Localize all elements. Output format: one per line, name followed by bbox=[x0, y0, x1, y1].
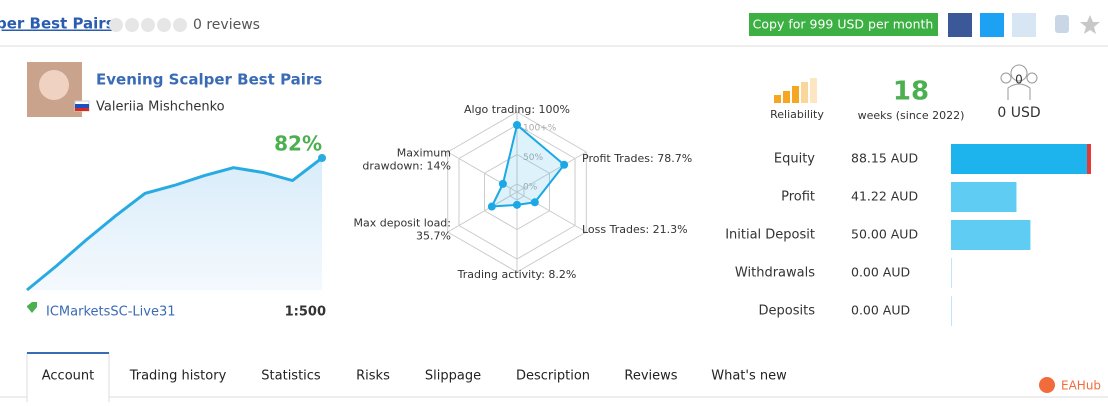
balance-bar-edge bbox=[1087, 144, 1091, 174]
balance-label: Withdrawals bbox=[735, 266, 815, 281]
tab[interactable]: Description bbox=[516, 369, 590, 384]
subscribers-icon bbox=[1000, 64, 1038, 100]
balance-label: Initial Deposit bbox=[725, 228, 815, 243]
subscribers-funds: 0 USD bbox=[997, 105, 1040, 121]
radar-tick-label: 50% bbox=[523, 153, 543, 163]
radar-area bbox=[490, 123, 566, 208]
balance-bar bbox=[951, 144, 1091, 174]
leverage: 1:500 bbox=[285, 305, 326, 320]
balance-value: 50.00 AUD bbox=[851, 227, 918, 242]
tabs: Account Trading history Statistics Risks Sli… bbox=[42, 369, 787, 384]
subscribers: 0 bbox=[1015, 73, 1023, 87]
radar-point bbox=[513, 121, 521, 129]
growth-chart bbox=[26, 154, 326, 292]
flag-band bbox=[75, 108, 89, 111]
weeks: 18 bbox=[893, 77, 929, 107]
balance-value: 0.00 AUD bbox=[851, 303, 910, 318]
watermark-logo bbox=[1039, 377, 1055, 393]
radar-point bbox=[498, 179, 507, 188]
radar-spoke bbox=[516, 151, 587, 193]
radar-point bbox=[530, 198, 539, 207]
tab[interactable]: Risks bbox=[356, 369, 390, 384]
radar-point bbox=[513, 200, 521, 209]
education[interactable] bbox=[1012, 13, 1036, 37]
radar-label: 35.7% bbox=[416, 230, 451, 243]
tab[interactable]: Slippage bbox=[425, 369, 481, 384]
radar-point bbox=[560, 160, 569, 169]
reliability-icon bbox=[774, 78, 817, 103]
balance-value: 41.22 AUD bbox=[851, 189, 918, 204]
balance-bar bbox=[951, 258, 952, 288]
balance-label: Equity bbox=[774, 152, 815, 167]
balance-bar bbox=[951, 296, 952, 326]
balance-bar bbox=[951, 182, 1017, 212]
weeks-label: weeks (since 2022) bbox=[858, 109, 965, 122]
balance-bar bbox=[951, 220, 1031, 250]
radar-label: Profit Trades: 78.7% bbox=[582, 152, 692, 165]
tab[interactable]: Reviews bbox=[624, 369, 677, 384]
growth-area bbox=[27, 158, 322, 290]
rating-stars bbox=[109, 18, 187, 32]
radar-spoke bbox=[516, 191, 587, 233]
tab[interactable]: Trading history bbox=[129, 369, 227, 384]
radar-tick-label: 0% bbox=[523, 183, 538, 193]
balance-value: 0.00 AUD bbox=[851, 265, 910, 280]
radar-tick-label: 100+% bbox=[523, 124, 557, 134]
radar-label: Algo trading: 100% bbox=[464, 103, 570, 116]
verified-icon bbox=[27, 302, 37, 313]
shield[interactable] bbox=[1055, 15, 1069, 33]
facebook[interactable] bbox=[948, 13, 972, 37]
tab[interactable]: Account bbox=[42, 369, 95, 384]
growth-end bbox=[318, 154, 326, 162]
radar-label: Maximum bbox=[397, 147, 451, 160]
title[interactable]: per Best Pairs bbox=[0, 15, 115, 33]
radar-chart: 100+% 50% 0% Algo trading: 100% Profit Trade… bbox=[353, 103, 692, 281]
favorite[interactable] bbox=[1080, 15, 1100, 34]
signal-name[interactable]: Evening Scalper Best Pairs bbox=[96, 71, 322, 89]
growth: 82% bbox=[274, 132, 322, 156]
watermark: EAHub bbox=[1061, 379, 1101, 393]
copy-button[interactable] bbox=[749, 13, 938, 36]
balance-label: Deposits bbox=[759, 304, 816, 319]
radar-spoke bbox=[447, 191, 518, 233]
balance-value: 88.15 AUD bbox=[851, 151, 918, 166]
flag-band bbox=[75, 104, 89, 108]
broker[interactable]: ICMarketsSC-Live31 bbox=[46, 305, 175, 320]
twitter[interactable] bbox=[980, 13, 1004, 37]
tab[interactable]: Statistics bbox=[261, 369, 321, 384]
radar-label: Max deposit load: bbox=[353, 217, 451, 230]
author[interactable]: Valeriia Mishchenko bbox=[96, 100, 225, 115]
reliability-label: Reliability bbox=[770, 108, 824, 121]
growth-line bbox=[26, 156, 323, 292]
tab[interactable]: What's new bbox=[711, 369, 787, 384]
radar-label: Trading activity: 8.2% bbox=[457, 268, 577, 281]
radar-label: drawdown: 14% bbox=[362, 160, 451, 173]
radar-label: Loss Trades: 21.3% bbox=[582, 223, 688, 236]
balance-label: Profit bbox=[781, 190, 815, 205]
avatar-face bbox=[39, 70, 69, 100]
reviews[interactable]: 0 reviews bbox=[193, 17, 260, 33]
radar-point bbox=[487, 202, 496, 211]
copy-button-label[interactable]: Copy for 999 USD per month bbox=[753, 17, 934, 32]
balance-chart: Equity 88.15 AUD Profit 41.22 AUD Initial De… bbox=[725, 144, 1091, 326]
